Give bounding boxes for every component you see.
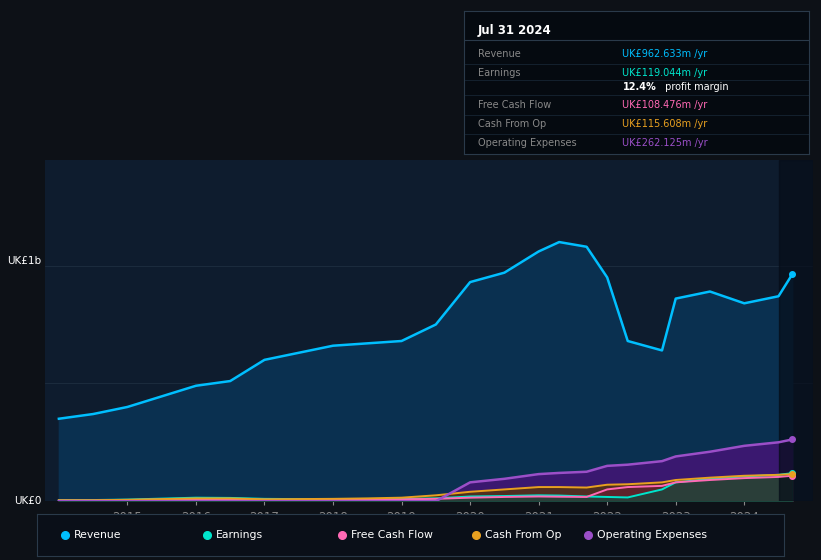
- Text: UK£119.044m /yr: UK£119.044m /yr: [622, 68, 708, 78]
- Text: UK£1b: UK£1b: [7, 255, 41, 265]
- Text: 12.4%: 12.4%: [622, 82, 656, 92]
- Text: Earnings: Earnings: [216, 530, 264, 539]
- Text: Earnings: Earnings: [478, 68, 521, 78]
- Text: Operating Expenses: Operating Expenses: [478, 138, 576, 148]
- Text: Free Cash Flow: Free Cash Flow: [478, 100, 551, 110]
- Bar: [778, 160, 813, 501]
- Text: UK£962.633m /yr: UK£962.633m /yr: [622, 49, 708, 59]
- Text: UK£0: UK£0: [14, 496, 41, 506]
- Text: UK£262.125m /yr: UK£262.125m /yr: [622, 138, 708, 148]
- Text: Revenue: Revenue: [478, 49, 521, 59]
- Text: Operating Expenses: Operating Expenses: [598, 530, 707, 539]
- Text: Cash From Op: Cash From Op: [478, 119, 546, 129]
- Text: Jul 31 2024: Jul 31 2024: [478, 24, 552, 37]
- Text: UK£108.476m /yr: UK£108.476m /yr: [622, 100, 708, 110]
- Text: Revenue: Revenue: [74, 530, 122, 539]
- Text: Free Cash Flow: Free Cash Flow: [351, 530, 433, 539]
- Text: profit margin: profit margin: [662, 82, 729, 92]
- Text: UK£115.608m /yr: UK£115.608m /yr: [622, 119, 708, 129]
- Text: Cash From Op: Cash From Op: [485, 530, 562, 539]
